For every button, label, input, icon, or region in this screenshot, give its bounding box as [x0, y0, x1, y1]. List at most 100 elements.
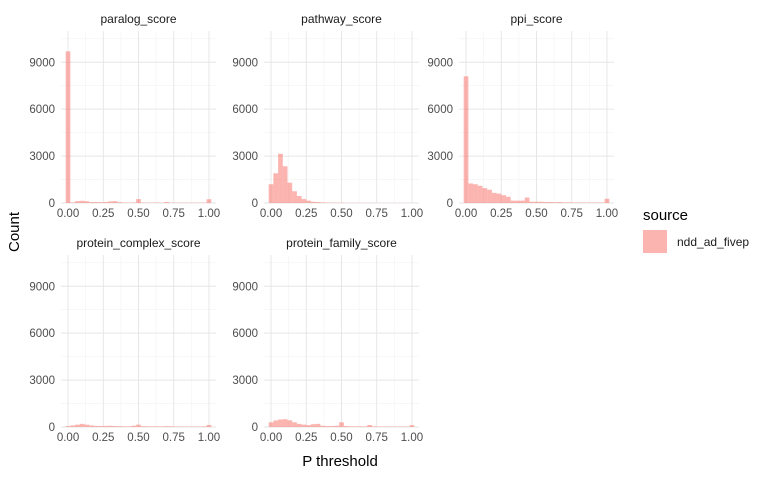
histogram-bar	[155, 426, 160, 427]
histogram-bar	[75, 201, 80, 203]
histogram-bar	[511, 201, 516, 203]
histogram-bar	[94, 202, 99, 203]
histogram-bar	[131, 426, 136, 427]
histogram-bar	[84, 425, 89, 427]
x-tick-label: 0.75	[163, 208, 185, 220]
facet-title: ppi_score	[510, 12, 562, 26]
histogram-bar	[529, 202, 534, 203]
y-tick-label: 6000	[29, 104, 55, 116]
x-tick-label: 0.75	[163, 432, 185, 444]
y-tick-label: 0	[252, 198, 258, 210]
histogram-bar	[278, 154, 283, 203]
histogram-bar	[287, 420, 292, 427]
histogram-bar	[80, 201, 85, 203]
histogram-bar	[302, 199, 307, 203]
histogram-bar	[99, 202, 104, 203]
histogram-bar	[497, 194, 502, 203]
histogram-bar	[330, 426, 335, 427]
histogram-bar	[562, 202, 567, 203]
histogram-bar	[136, 425, 141, 427]
x-tick-label: 0.50	[330, 208, 352, 220]
x-tick-label: 0.50	[127, 432, 149, 444]
histogram-bar	[325, 426, 330, 427]
histogram-bar	[273, 173, 278, 203]
histogram-bar	[150, 426, 155, 427]
histogram-bar	[122, 426, 127, 427]
histogram-bar	[127, 426, 132, 427]
histogram-bar	[103, 202, 108, 203]
x-tick-label: 0.50	[525, 208, 547, 220]
histogram-bar	[372, 426, 377, 427]
histogram-bar	[169, 426, 174, 427]
histogram-bar	[501, 195, 506, 203]
y-tick-label: 9000	[232, 57, 258, 69]
histogram-bar	[487, 190, 492, 203]
histogram-bar	[283, 166, 288, 203]
histogram-bar	[108, 201, 113, 203]
y-tick-label: 0	[49, 198, 55, 210]
histogram-bar	[316, 424, 321, 427]
histogram-bar	[146, 426, 151, 427]
y-tick-label: 6000	[232, 104, 258, 116]
x-tick-label: 0.50	[330, 432, 352, 444]
histogram-bar	[207, 425, 212, 427]
histogram-bar	[287, 183, 292, 203]
histogram-bar	[66, 51, 71, 203]
x-tick-label: 0.25	[490, 208, 512, 220]
histogram-bar	[66, 426, 71, 427]
histogram-bar	[311, 424, 316, 427]
histogram-bar	[269, 422, 274, 427]
histogram-bar	[353, 426, 358, 427]
histogram-bar	[103, 426, 108, 427]
y-tick-label: 3000	[29, 151, 55, 163]
histogram-bar	[273, 420, 278, 427]
y-tick-label: 9000	[29, 57, 55, 69]
histogram-bar	[534, 202, 539, 203]
x-tick-label: 0.25	[92, 432, 114, 444]
x-tick-label: 0.00	[57, 432, 79, 444]
histogram-bar	[306, 201, 311, 203]
legend-label-ndd-ad-fivep: ndd_ad_fivep	[677, 235, 749, 249]
histogram-bar	[297, 424, 302, 427]
histogram-bar	[525, 198, 530, 203]
histogram-bar	[160, 426, 165, 427]
y-tick-label: 9000	[427, 57, 453, 69]
histogram-bar	[358, 426, 363, 427]
histogram-bar	[311, 202, 316, 203]
histogram-bar	[164, 426, 169, 427]
histogram-bar	[136, 199, 141, 203]
facet-title: pathway_score	[301, 12, 382, 26]
histogram-bar	[464, 76, 469, 203]
y-tick-label: 6000	[29, 328, 55, 340]
histogram-bar	[75, 425, 80, 427]
y-tick-label: 9000	[232, 281, 258, 293]
facet-title: protein_complex_score	[76, 236, 200, 250]
y-tick-label: 3000	[232, 151, 258, 163]
histogram-bar	[539, 202, 544, 203]
histogram-bar	[515, 201, 520, 203]
histogram-bar	[478, 186, 483, 203]
x-tick-label: 1.00	[198, 432, 220, 444]
histogram-bar	[94, 426, 99, 427]
x-tick-label: 1.00	[401, 432, 423, 444]
x-tick-label: 0.25	[92, 208, 114, 220]
histogram-bar	[302, 425, 307, 427]
x-tick-label: 1.00	[596, 208, 618, 220]
histogram-bar	[292, 422, 297, 427]
histogram-bar	[410, 425, 415, 427]
histogram-bar	[84, 201, 89, 203]
histogram-bar	[113, 426, 118, 427]
histogram-bar	[70, 425, 75, 427]
histogram-bar	[506, 197, 511, 203]
histogram-bar	[117, 426, 122, 427]
histogram-bar	[164, 202, 169, 203]
histogram-bar	[202, 426, 207, 427]
y-tick-label: 0	[49, 422, 55, 434]
histogram-bar	[344, 426, 349, 427]
histogram-bar	[292, 191, 297, 203]
histogram-bar	[99, 426, 104, 427]
histogram-bar	[283, 419, 288, 427]
histogram-bar	[363, 426, 368, 427]
